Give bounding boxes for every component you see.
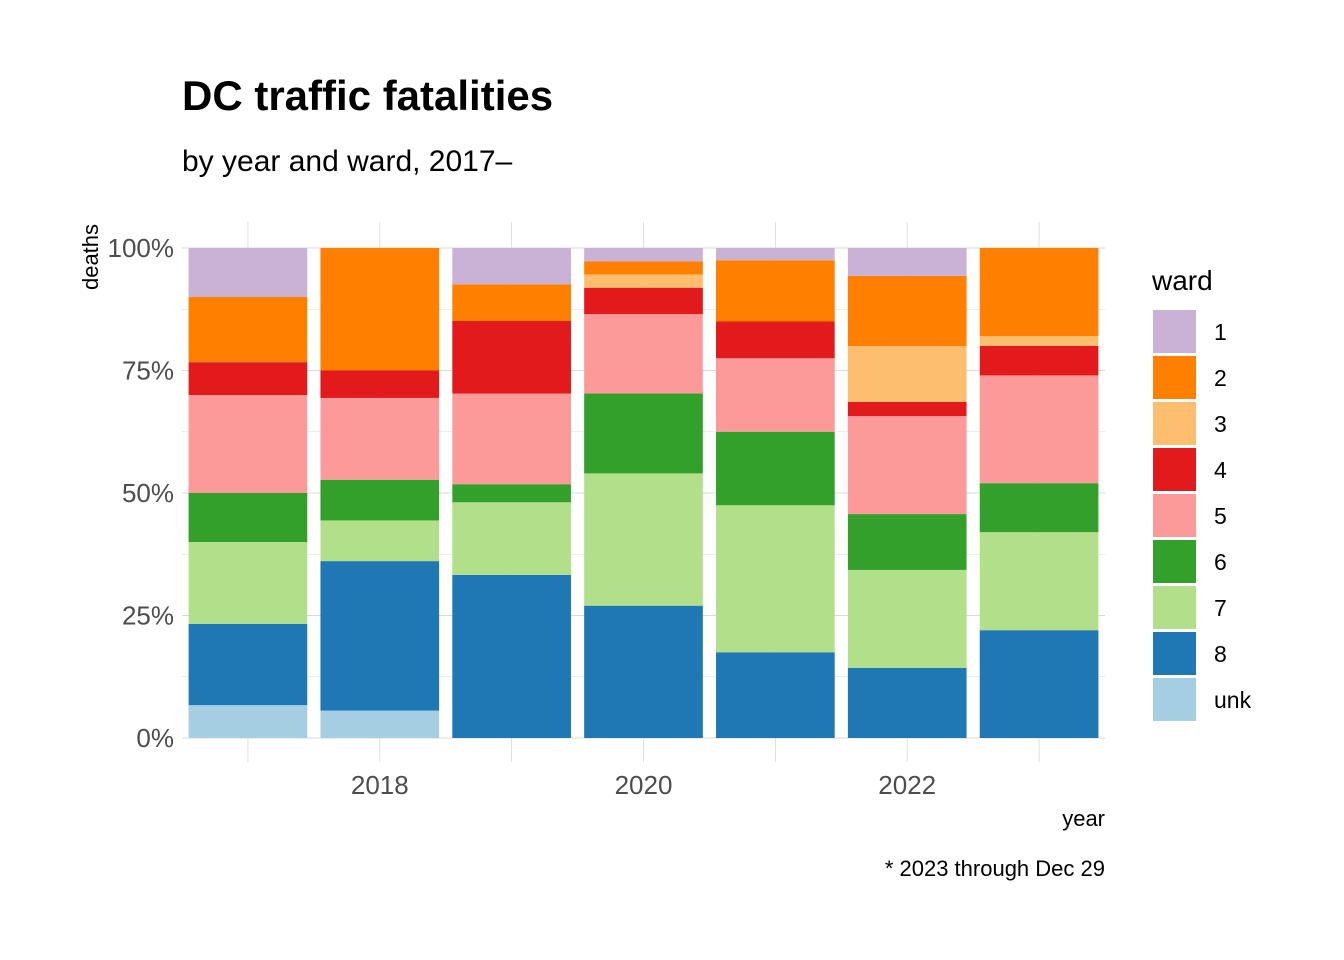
bar-segment-2019-ward-6 <box>452 484 571 503</box>
legend-swatch-ward-5 <box>1153 494 1196 537</box>
bar-segment-2020-ward-8 <box>584 605 703 738</box>
bar-segment-2021-ward-4 <box>716 321 835 359</box>
bar-segment-2023-ward-2 <box>979 248 1099 337</box>
chart-subtitle: by year and ward, 2017– <box>182 145 513 178</box>
bar-segment-2019-ward-5 <box>452 393 571 485</box>
bar-segment-2021-ward-6 <box>716 431 835 506</box>
bar-segment-2020-ward-1 <box>584 248 703 262</box>
bar-segment-2022-ward-6 <box>847 514 967 570</box>
x-tick-label: 2022 <box>878 770 936 800</box>
axes-layer: 0% 25% 50% 75% 100% 2018 2020 2022 <box>108 233 937 800</box>
legend-label-ward-2: 2 <box>1214 365 1227 391</box>
y-tick-label: 0% <box>136 723 174 753</box>
bar-segment-2023-ward-4 <box>979 346 1099 376</box>
bar-segment-2022-ward-2 <box>847 275 967 346</box>
y-axis-title: deaths <box>78 224 103 290</box>
bar-segment-2023-ward-5 <box>979 375 1099 484</box>
legend-label-ward-unk: unk <box>1214 687 1252 713</box>
legend-title: ward <box>1151 265 1213 296</box>
legend-label-ward-5: 5 <box>1214 503 1227 529</box>
bar-segment-2021-ward-7 <box>716 505 835 653</box>
bar-segment-2017-ward-8 <box>188 623 308 706</box>
bar-segment-2020-ward-6 <box>584 393 703 474</box>
bar-segment-2023-ward-6 <box>979 483 1099 533</box>
bar-segment-2020-ward-4 <box>584 287 703 315</box>
y-tick-label: 25% <box>122 601 174 631</box>
bar-segment-2021-ward-8 <box>716 652 835 738</box>
bar-segment-2018-ward-6 <box>320 479 440 521</box>
bar-segment-2020-ward-5 <box>584 314 703 394</box>
bar-segment-2017-ward-7 <box>188 542 308 624</box>
bar-segment-2018-ward-4 <box>320 370 440 398</box>
bar-segment-2018-ward-2 <box>320 248 440 371</box>
legend-swatch-ward-unk <box>1153 678 1196 721</box>
bar-segment-2021-ward-1 <box>716 248 835 261</box>
legend-label-ward-3: 3 <box>1214 411 1227 437</box>
legend-swatch-ward-1 <box>1153 310 1196 353</box>
bar-segment-2023-ward-7 <box>979 532 1099 631</box>
bar-segment-2019-ward-2 <box>452 284 571 322</box>
legend-swatch-ward-4 <box>1153 448 1196 491</box>
bar-segment-2019-ward-7 <box>452 502 571 575</box>
bar-segment-2023-ward-8 <box>979 630 1099 738</box>
legend-label-ward-8: 8 <box>1214 641 1227 667</box>
bar-segment-2021-ward-5 <box>716 358 835 432</box>
bar-segment-2018-ward-7 <box>320 520 440 562</box>
bar-segment-2017-ward-5 <box>188 395 308 493</box>
chart-title: DC traffic fatalities <box>182 72 554 119</box>
bar-segment-2017-ward-2 <box>188 297 308 363</box>
bar-segment-2018-ward-unk <box>320 710 440 738</box>
y-tick-label: 75% <box>122 356 174 386</box>
bar-segment-2021-ward-2 <box>716 260 835 322</box>
legend-swatch-ward-6 <box>1153 540 1196 583</box>
bar-segment-2019-ward-4 <box>452 321 571 394</box>
bar-segment-2020-ward-2 <box>584 261 703 275</box>
bar-segment-2017-ward-unk <box>188 705 308 738</box>
legend-swatch-ward-2 <box>1153 356 1196 399</box>
legend-swatch-ward-8 <box>1153 632 1196 675</box>
bar-segment-2017-ward-4 <box>188 362 308 395</box>
bars-layer <box>188 248 1099 738</box>
bar-segment-2022-ward-1 <box>847 248 967 276</box>
bar-segment-2018-ward-8 <box>320 561 440 711</box>
legend-label-ward-1: 1 <box>1214 319 1227 345</box>
bar-segment-2018-ward-5 <box>320 397 440 480</box>
legend-label-ward-4: 4 <box>1214 457 1227 483</box>
bar-segment-2017-ward-6 <box>188 493 308 542</box>
legend-label-ward-7: 7 <box>1214 595 1227 621</box>
x-axis-title: year <box>1062 806 1105 831</box>
bar-segment-2022-ward-4 <box>847 401 967 417</box>
bar-segment-2017-ward-1 <box>188 248 308 297</box>
bar-segment-2022-ward-8 <box>847 667 967 738</box>
bar-segment-2022-ward-5 <box>847 416 967 515</box>
bar-segment-2020-ward-7 <box>584 473 703 606</box>
y-tick-label: 50% <box>122 478 174 508</box>
legend-swatch-ward-3 <box>1153 402 1196 445</box>
bar-segment-2022-ward-3 <box>847 346 967 402</box>
bar-segment-2019-ward-1 <box>452 248 571 285</box>
legend-label-ward-6: 6 <box>1214 549 1227 575</box>
bar-segment-2022-ward-7 <box>847 569 967 668</box>
chart-caption: * 2023 through Dec 29 <box>885 856 1105 881</box>
bar-segment-2019-ward-8 <box>452 574 571 738</box>
bar-segment-2020-ward-3 <box>584 274 703 288</box>
legend-swatch-ward-7 <box>1153 586 1196 629</box>
x-tick-label: 2020 <box>615 770 673 800</box>
bar-segment-2023-ward-3 <box>979 336 1099 346</box>
y-tick-label: 100% <box>108 233 175 263</box>
x-tick-label: 2018 <box>351 770 409 800</box>
